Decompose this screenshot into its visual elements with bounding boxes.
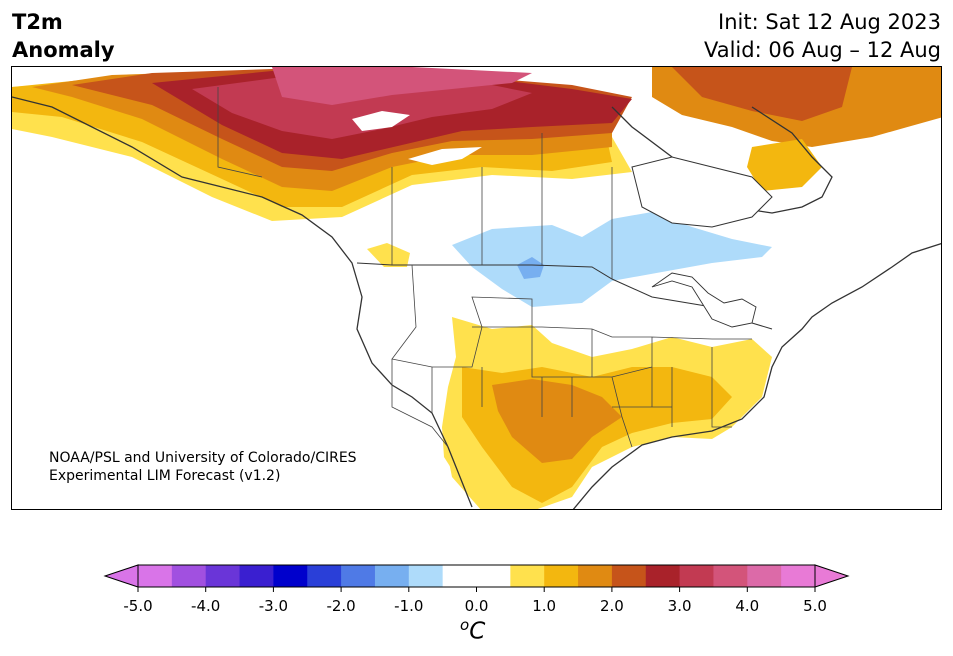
great-bear-lake [352, 111, 410, 131]
credit-line-1: NOAA/PSL and University of Colorado/CIRE… [49, 450, 357, 466]
title-line-2: Anomaly [12, 38, 115, 62]
colorbar-cell [307, 565, 342, 587]
title-line-1: T2m [12, 10, 63, 34]
valid-range: Valid: 06 Aug – 12 Aug [703, 38, 941, 62]
init-date: Init: Sat 12 Aug 2023 [718, 10, 941, 34]
state-borders [217, 87, 752, 448]
hudson-bay [631, 156, 773, 228]
forecast-dates: Init: Sat 12 Aug 2023 Valid: 06 Aug – 12… [704, 8, 941, 64]
colorbar-cell [781, 565, 816, 587]
anomaly-warm1-westcoast [367, 243, 410, 267]
anomaly-warm4-east-canada [672, 67, 852, 121]
colorbar-cell [544, 565, 579, 587]
credit-line-2: Experimental LIM Forecast (v1.2) [49, 468, 281, 484]
colorbar-tick-label: -3.0 [258, 597, 289, 615]
map-title: T2m Anomaly [12, 8, 115, 64]
anomaly-warm6-north [192, 75, 532, 139]
colorbar-frame [137, 564, 816, 588]
great-slave-lake [408, 147, 482, 165]
colorbar-cell [611, 565, 647, 587]
colorbar-cell [476, 565, 511, 587]
anomaly-cool2-spot [517, 257, 544, 279]
colorbar-unit: oC [460, 616, 485, 645]
colorbar-cell [374, 565, 410, 587]
unit-degree: o [460, 616, 470, 634]
colorbar-cell [341, 565, 376, 587]
colorbar-tick-label: 2.0 [599, 597, 624, 615]
colorbar-cell [171, 565, 207, 587]
colorbar-tick-label: -1.0 [394, 597, 424, 615]
colorbar-cell [273, 565, 308, 587]
colorbar-tick-label: -4.0 [191, 597, 221, 615]
colorbar-tick-label: 5.0 [803, 597, 827, 615]
colorbar-tick-label: 3.0 [667, 597, 692, 615]
colorbar-tick-label: -2.0 [326, 597, 356, 615]
map-svg [12, 67, 941, 509]
credit-text: NOAA/PSL and University of Colorado/CIRE… [49, 449, 357, 485]
colorbar-tick-label: 4.0 [735, 597, 760, 615]
anomaly-warm7-north [272, 67, 532, 105]
anomaly-warm3-south [492, 379, 622, 463]
unit-celsius: C [469, 618, 486, 645]
colorbar-cell [138, 565, 173, 587]
anomaly-map [11, 66, 942, 510]
colorbar-tick-label: 0.0 [464, 597, 489, 615]
colorbar-cell [645, 565, 681, 587]
colorbar-cell [578, 565, 613, 587]
great-lakes [651, 272, 757, 328]
colorbar-cell [408, 565, 444, 587]
colorbar-left-extension [103, 564, 139, 588]
colorbar-tick-label: -5.0 [123, 597, 153, 615]
colorbar-cell [442, 565, 477, 587]
colorbar-cell [679, 565, 714, 587]
anomaly-warm2-labrador [747, 139, 822, 191]
colorbar-cell [713, 565, 748, 587]
anomaly-warm1-baja [442, 427, 468, 479]
colorbar-cell [747, 565, 782, 587]
colorbar-right-extension [814, 564, 850, 588]
colorbar-cell [239, 565, 274, 587]
colorbar-cell [205, 565, 241, 587]
colorbar-cell [510, 565, 545, 587]
colorbar-tick-label: 1.0 [532, 597, 557, 615]
